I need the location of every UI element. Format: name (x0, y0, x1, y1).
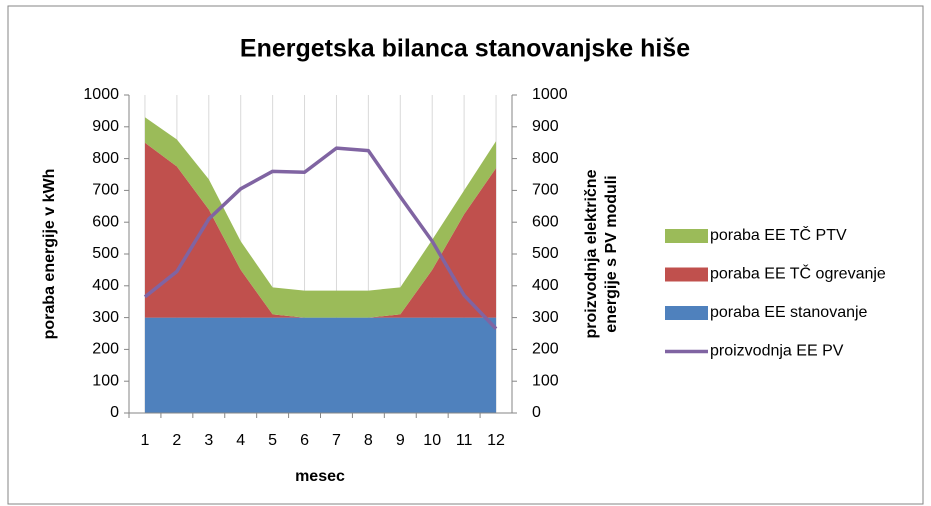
legend-swatch (665, 267, 708, 282)
y-tick-label: 800 (92, 150, 119, 167)
y-axis-title: poraba energije v kWh (41, 169, 58, 340)
y-tick-label: 900 (92, 118, 119, 135)
chart-title: Energetska bilanca stanovanjske hiše (240, 35, 690, 63)
x-tick-label: 12 (487, 432, 505, 449)
legend-label: poraba EE TČ ogrevanje (710, 264, 886, 283)
area (144, 142, 497, 318)
legend-label: poraba EE stanovanje (710, 304, 868, 321)
y-tick-label: 300 (92, 309, 119, 326)
legend-swatch (665, 306, 708, 320)
x-tick-label: 8 (364, 432, 373, 449)
y2-tick-label: 700 (532, 182, 559, 199)
y-tick-label: 600 (92, 213, 119, 230)
legend-label: proizvodnja EE PV (710, 343, 844, 360)
y-tick-label: 0 (110, 404, 119, 421)
area (144, 317, 497, 413)
y2-tick-label: 0 (532, 404, 541, 421)
legend-swatch (665, 229, 708, 243)
y-tick-label: 100 (92, 372, 119, 389)
x-tick-label: 6 (300, 432, 309, 449)
x-tick-label: 3 (204, 432, 213, 449)
x-tick-label: 7 (332, 432, 341, 449)
y2-tick-label: 300 (532, 309, 559, 326)
y2-tick-label: 100 (532, 372, 559, 389)
x-tick-label: 9 (396, 432, 405, 449)
y2-tick-label: 1000 (532, 86, 568, 103)
x-tick-label: 10 (423, 432, 441, 449)
y2-tick-label: 400 (532, 277, 559, 294)
x-tick-label: 4 (236, 432, 245, 449)
legend-label: poraba EE TČ PTV (710, 225, 847, 244)
x-tick-label: 1 (141, 432, 150, 449)
y2-tick-label: 600 (532, 213, 559, 230)
y-tick-label: 400 (92, 277, 119, 294)
x-axis-title: mesec (295, 468, 345, 485)
y2-tick-label: 200 (532, 341, 559, 358)
y2-axis-title: proizvodnja električne (583, 169, 600, 338)
line (143, 146, 498, 330)
y-tick-label: 1000 (83, 86, 119, 103)
y2-axis-title: energije s PV moduli (603, 175, 620, 332)
y2-tick-label: 800 (532, 150, 559, 167)
y-tick-label: 700 (92, 182, 119, 199)
y2-tick-label: 500 (532, 245, 559, 262)
y-tick-label: 200 (92, 341, 119, 358)
y-tick-label: 500 (92, 245, 119, 262)
y2-tick-label: 900 (532, 118, 559, 135)
x-tick-label: 5 (268, 432, 277, 449)
x-tick-label: 11 (456, 432, 473, 449)
area (144, 117, 497, 318)
x-tick-label: 2 (172, 432, 181, 449)
